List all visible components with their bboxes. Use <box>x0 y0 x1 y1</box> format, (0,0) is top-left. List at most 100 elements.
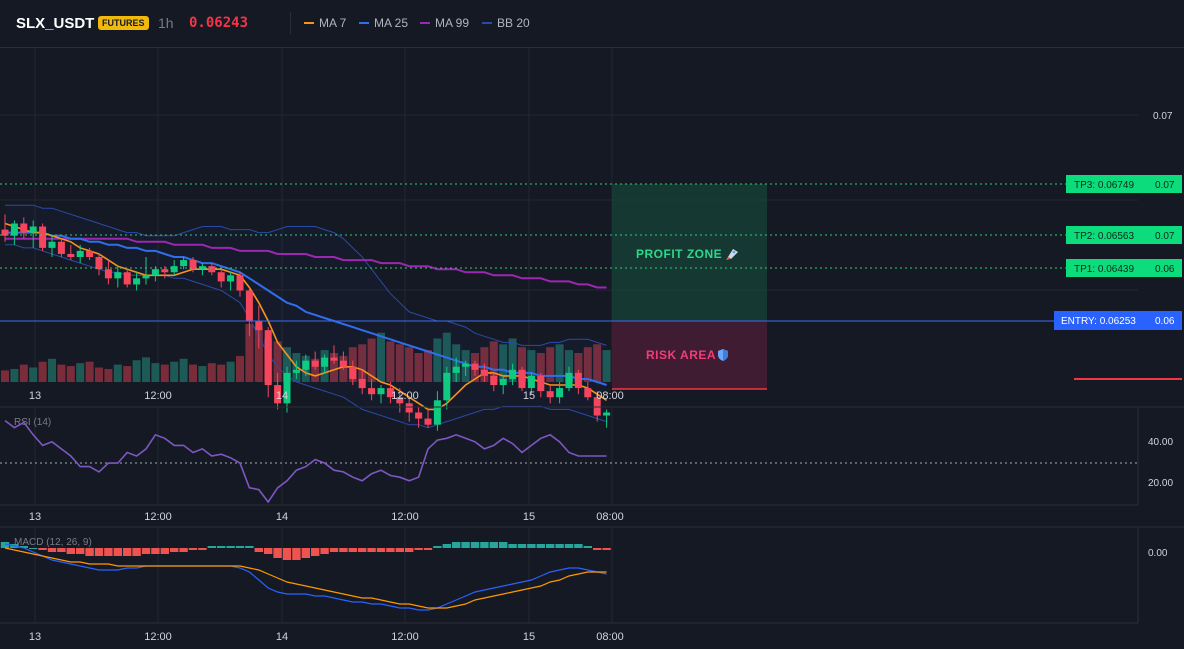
macd-histogram-bar <box>386 548 395 552</box>
legend-ma7[interactable]: MA 7 <box>304 16 346 30</box>
volume-bar <box>1 370 9 382</box>
volume-bar <box>254 326 263 382</box>
macd-histogram-bar <box>433 546 442 548</box>
candle-body <box>283 372 291 404</box>
volume-bar <box>198 366 207 382</box>
legend-ma25[interactable]: MA 25 <box>359 16 408 30</box>
candle-body <box>1 229 9 236</box>
volume-bar <box>104 368 113 382</box>
volume-bar <box>499 344 508 382</box>
entry-tag[interactable] <box>1054 311 1182 330</box>
tp2-tag[interactable] <box>1066 226 1182 244</box>
candle-body <box>161 269 169 273</box>
macd-histogram-bar <box>29 548 38 549</box>
macd-line <box>4 543 607 611</box>
macd-histogram-bar <box>301 548 310 558</box>
timeframe-selector[interactable]: 1h <box>158 15 174 31</box>
price-tick-007: 0.07 <box>1153 111 1173 122</box>
candle-body <box>415 412 423 419</box>
macd-histogram-bar <box>329 548 339 552</box>
ma99-line <box>5 237 607 289</box>
macd-histogram-bar <box>170 548 179 552</box>
macd-histogram-bar <box>264 548 273 554</box>
entry-tag-axis: 0.06 <box>1155 316 1175 327</box>
macd-histogram-bar <box>367 548 376 552</box>
time-label: 12:00 <box>391 390 419 402</box>
candle-body <box>264 330 272 386</box>
rsi-tick-40: 40.00 <box>1148 437 1173 448</box>
candle-body <box>593 397 601 416</box>
macd-histogram-bar <box>226 546 235 548</box>
macd-histogram-bar <box>0 542 10 548</box>
volume-bar <box>236 355 244 382</box>
candle-body <box>424 418 432 425</box>
candle-body <box>180 260 188 267</box>
candle-body <box>603 412 611 416</box>
volume-bar <box>151 363 160 382</box>
macd-histogram-bar <box>57 548 66 552</box>
time-label: 15 <box>523 390 535 402</box>
legend-ma99[interactable]: MA 99 <box>420 16 469 30</box>
candle-body <box>443 372 451 401</box>
grid-lines <box>0 48 1138 382</box>
volume-bar <box>10 368 19 382</box>
macd-histogram-bar <box>217 546 226 548</box>
signal-line <box>4 547 607 609</box>
candle-body <box>405 403 413 413</box>
volume-bar <box>489 341 498 382</box>
macd-histogram-bar <box>273 548 282 558</box>
volume-bar <box>574 353 583 382</box>
tp2-tag-label: TP2: 0.06563 <box>1074 231 1134 242</box>
macd-histogram-bar <box>198 548 207 550</box>
entry-tag-label: ENTRY: 0.06253 <box>1061 316 1136 327</box>
candle-body <box>198 266 206 270</box>
candle-body <box>452 366 460 373</box>
candle-body <box>546 391 554 398</box>
volume-bar <box>311 358 320 382</box>
volume-bar <box>602 350 611 382</box>
time-label: 15 <box>523 631 535 643</box>
volume-bar <box>48 358 56 382</box>
candle-body <box>556 388 564 398</box>
volume-bar <box>85 361 94 382</box>
macd-histogram-bar <box>536 544 545 548</box>
candle-body <box>386 388 394 398</box>
volume-bar <box>245 324 254 382</box>
candle-body <box>490 375 498 386</box>
macd-histogram-bar <box>602 548 611 550</box>
tp1-tag[interactable] <box>1066 259 1182 277</box>
macd-histogram-bar <box>188 548 198 550</box>
macd-histogram-bar <box>151 548 160 554</box>
candle-body <box>339 360 347 367</box>
time-label: 15 <box>523 511 535 523</box>
candle-body <box>133 278 141 285</box>
symbol-name[interactable]: SLX_USDT <box>16 15 95 32</box>
volume-bar <box>536 353 545 382</box>
candle-body <box>396 397 404 404</box>
macd-histogram-bar <box>123 548 132 556</box>
macd-histogram-bar <box>508 544 517 548</box>
tp1-tag-label: TP1: 0.06439 <box>1074 264 1134 275</box>
futures-badge: FUTURES <box>98 16 149 30</box>
chart-header: SLX_USDT FUTURES 1h 0.06243 MA 7 MA 25 M… <box>0 0 1184 48</box>
volume-bar <box>29 367 38 382</box>
tp1-tag-axis: 0.06 <box>1155 264 1175 275</box>
candle-body <box>142 275 150 279</box>
candle-body <box>208 266 216 273</box>
legend-bb20[interactable]: BB 20 <box>482 16 530 30</box>
volume-bar <box>283 347 291 382</box>
candle-body <box>123 272 131 285</box>
candle-body <box>509 369 517 379</box>
tp3-tag[interactable] <box>1066 175 1182 193</box>
candle-body <box>189 260 197 270</box>
volume-bar <box>226 361 235 382</box>
macd-histogram-bar <box>555 544 564 548</box>
volume-bar <box>38 361 47 382</box>
macd-histogram-bar <box>292 548 301 560</box>
macd-histogram-bar <box>499 542 508 548</box>
candle-body <box>48 241 56 248</box>
candle-body <box>311 360 319 367</box>
time-label: 13 <box>29 631 41 643</box>
risk-area-label: RISK AREA <box>646 348 716 362</box>
